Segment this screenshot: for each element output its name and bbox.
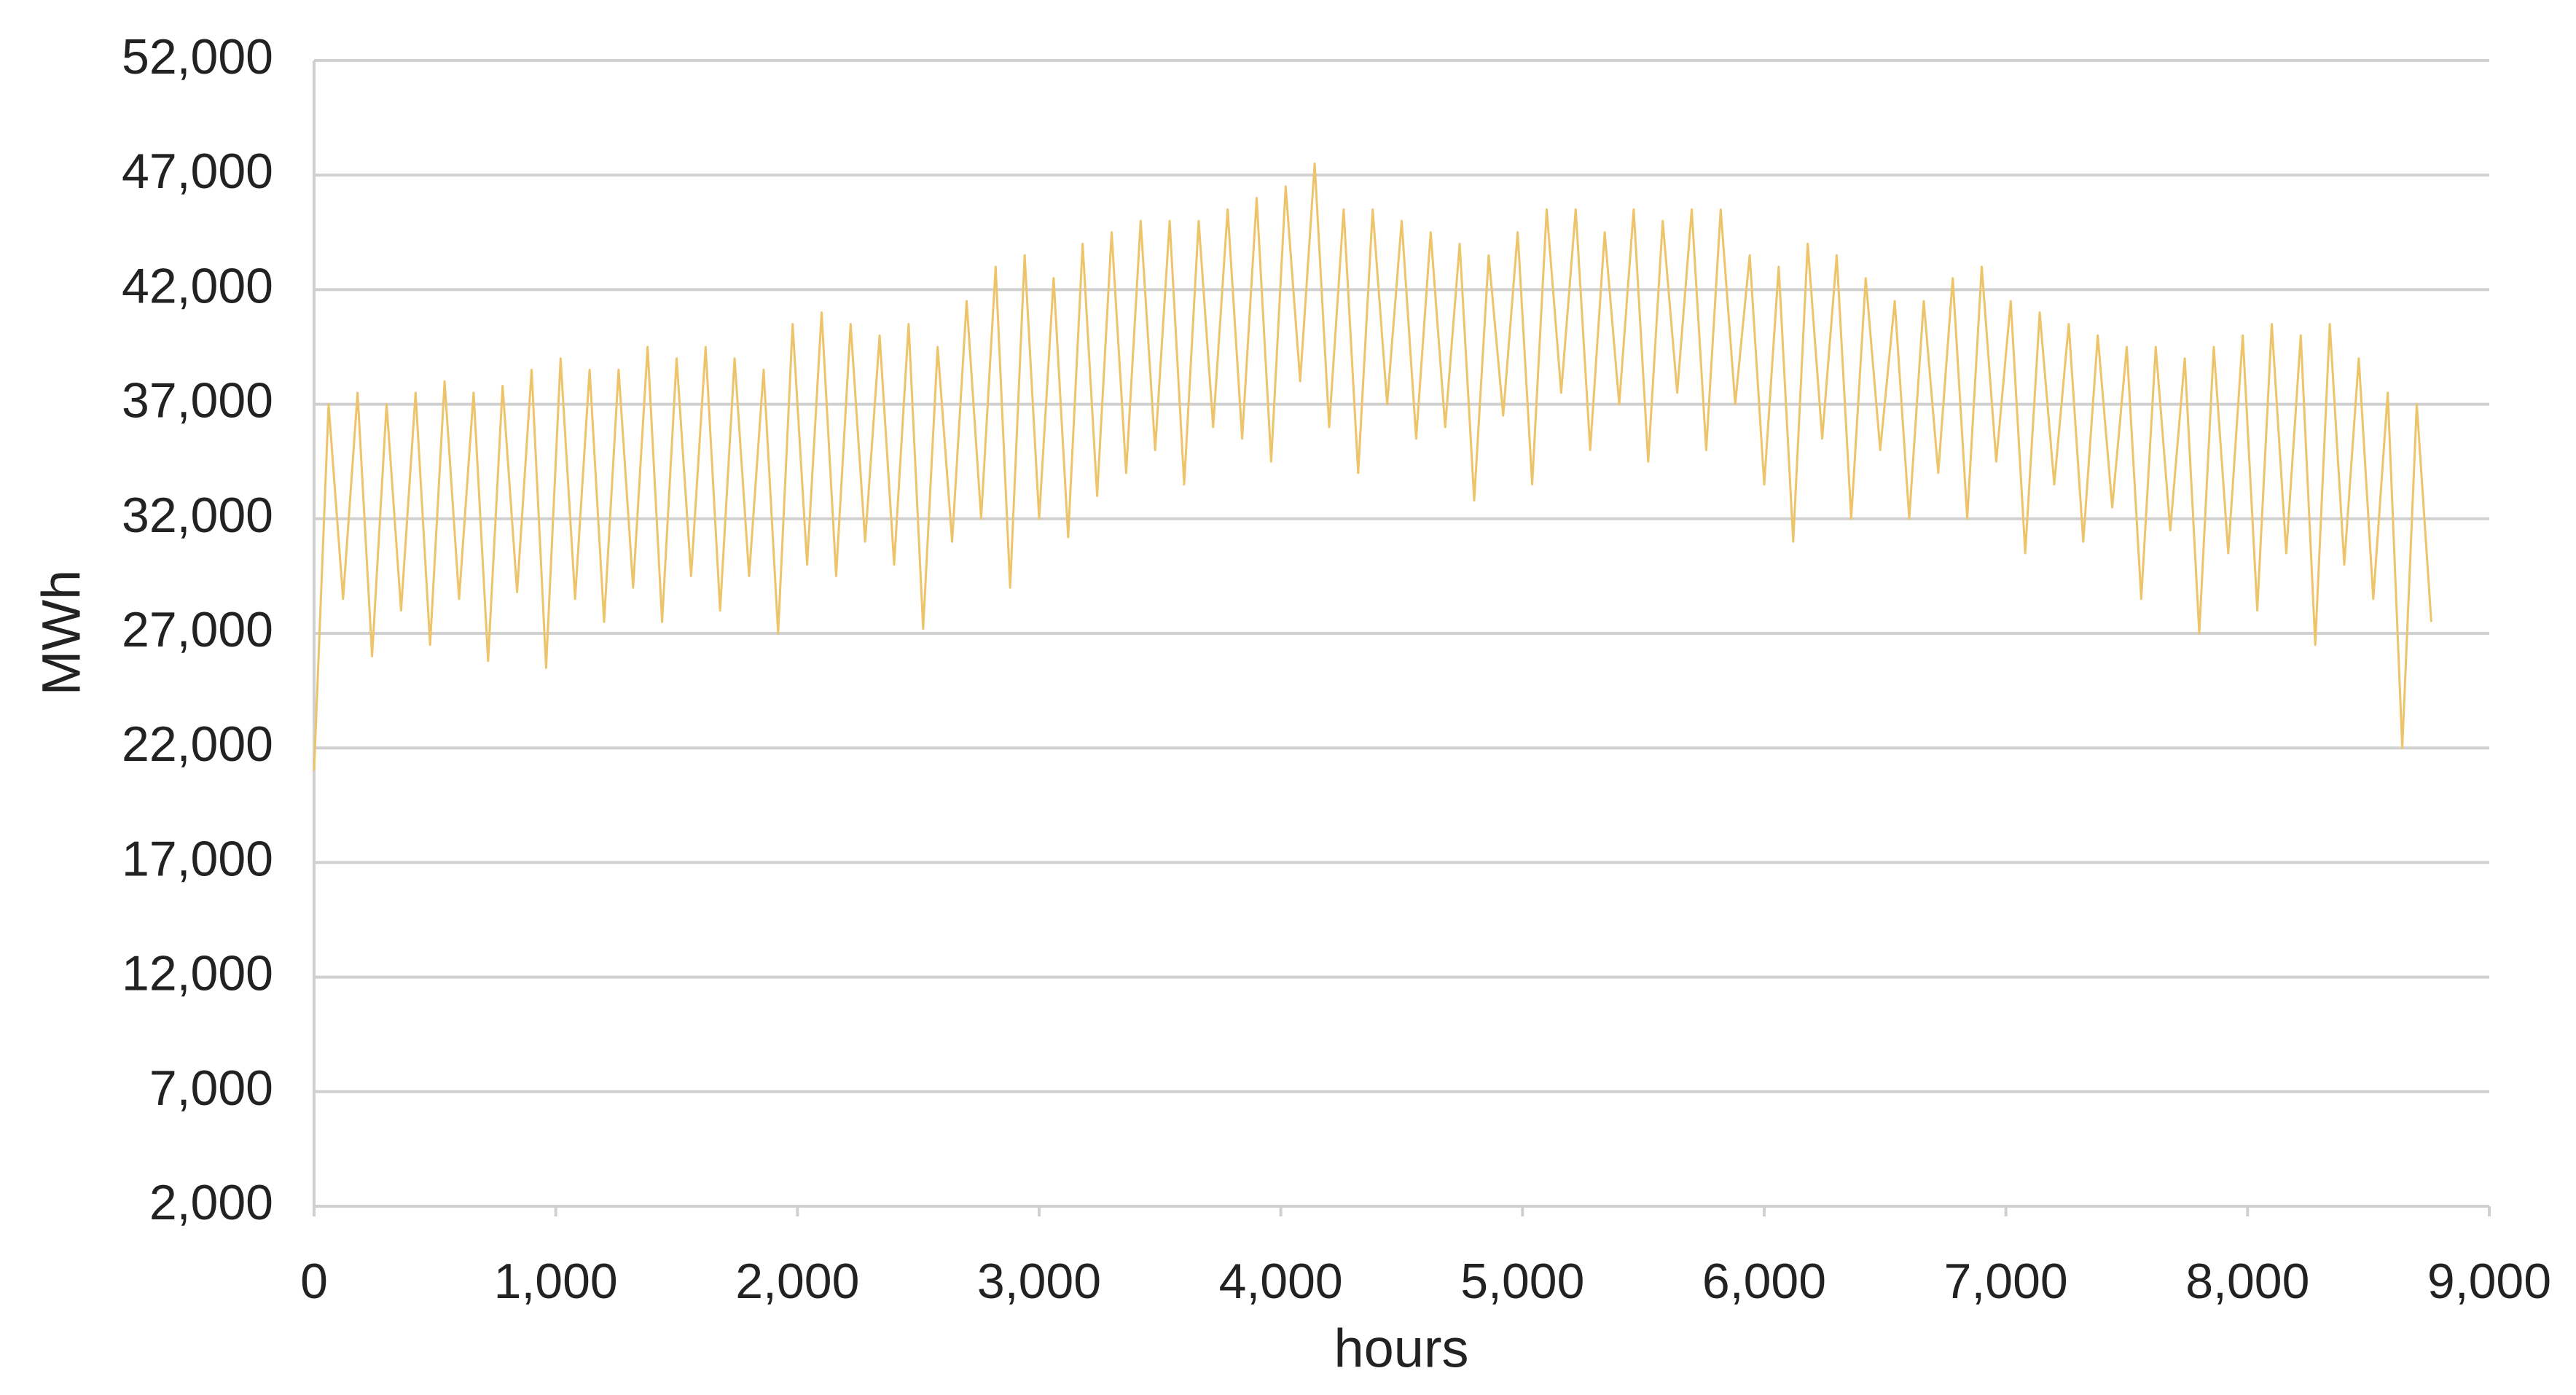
y-tick-label: 47,000 — [122, 144, 273, 199]
y-tick-label: 17,000 — [122, 831, 273, 886]
x-tick-label: 8,000 — [2185, 1254, 2309, 1309]
x-tick-label: 4,000 — [1219, 1254, 1343, 1309]
x-tick-label: 0 — [300, 1254, 328, 1309]
y-tick-label: 42,000 — [122, 258, 273, 313]
x-tick-label: 6,000 — [1702, 1254, 1826, 1309]
y-tick-label: 7,000 — [149, 1060, 273, 1116]
x-tick-label: 9,000 — [2427, 1254, 2551, 1309]
x-axis-title: hours — [1334, 1318, 1468, 1379]
x-tick-label: 7,000 — [1944, 1254, 2068, 1309]
x-tick-label: 1,000 — [494, 1254, 618, 1309]
y-tick-label: 27,000 — [122, 602, 273, 657]
y-axis-title: MWh — [31, 570, 92, 696]
x-tick-label: 3,000 — [977, 1254, 1101, 1309]
y-tick-label: 32,000 — [122, 488, 273, 543]
x-tick-label: 2,000 — [735, 1254, 859, 1309]
y-tick-label: 37,000 — [122, 373, 273, 429]
y-tick-label: 2,000 — [149, 1175, 273, 1230]
x-tick-label: 5,000 — [1460, 1254, 1584, 1309]
y-tick-label: 22,000 — [122, 716, 273, 772]
data-line — [313, 163, 2432, 771]
y-tick-label: 52,000 — [122, 29, 273, 85]
y-tick-label: 12,000 — [122, 946, 273, 1001]
